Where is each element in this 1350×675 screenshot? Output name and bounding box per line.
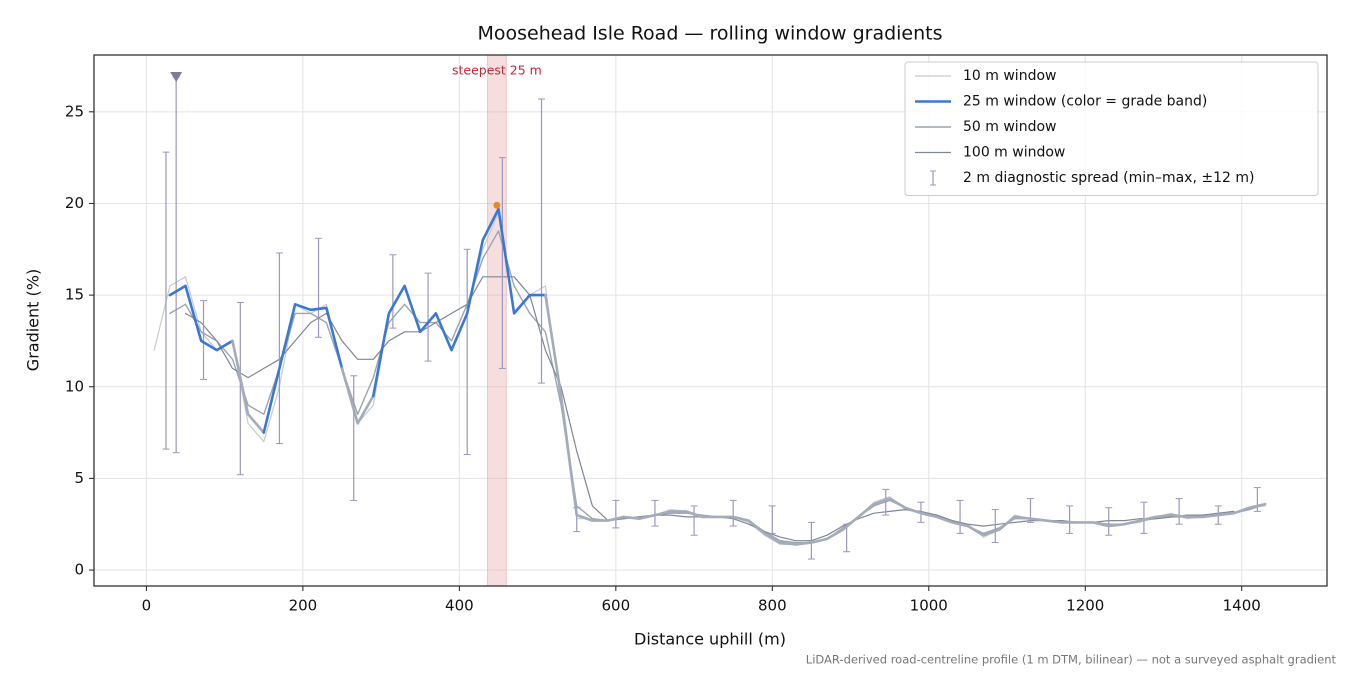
top-layer <box>168 207 1267 546</box>
steepest-peak <box>493 201 501 209</box>
legend: 10 m window 25 m window (color = grade ba… <box>904 61 1319 196</box>
x-tick-label: 600 <box>602 597 631 615</box>
line-series <box>544 293 1267 546</box>
x-tick-label: 1000 <box>910 597 948 615</box>
y-tick-label: 0 <box>74 561 84 579</box>
line-series <box>231 339 266 434</box>
y-tick-label: 5 <box>74 469 84 487</box>
line-series <box>340 367 375 425</box>
plot-frame <box>93 54 1328 587</box>
x-tick-label: 200 <box>289 597 318 615</box>
y-tick-label: 10 <box>65 377 84 395</box>
max-spread-marker <box>170 71 183 82</box>
footnote: LiDAR-derived road-centreline profile (1… <box>806 653 1337 667</box>
x-axis-label: Distance uphill (m) <box>634 630 786 649</box>
line-series <box>168 284 234 352</box>
line-series <box>372 207 547 398</box>
legend-label: 2 m diagnostic spread (min–max, ±12 m) <box>963 170 1254 186</box>
y-tick-label: 15 <box>65 286 84 304</box>
y-tick-label: 20 <box>65 194 84 212</box>
line-series <box>262 303 344 434</box>
x-tick-label: 1200 <box>1066 597 1104 615</box>
y-axis-label: Gradient (%) <box>24 269 43 371</box>
x-tick-label: 0 <box>142 597 152 615</box>
legend-label: 100 m window <box>963 145 1065 161</box>
legend-label: 25 m window (color = grade band) <box>963 94 1207 110</box>
x-tick-label: 1400 <box>1223 597 1261 615</box>
steepest-span <box>487 54 507 587</box>
x-tick-label: 800 <box>758 597 787 615</box>
y-tick-label: 25 <box>65 102 84 120</box>
chart-title: Moosehead Isle Road — rolling window gra… <box>477 23 942 45</box>
legend-box <box>904 61 1319 196</box>
steepest-label: steepest 25 m <box>452 63 542 78</box>
legend-label: 10 m window <box>963 68 1056 84</box>
x-tick-label: 400 <box>445 597 474 615</box>
errorbars <box>162 76 1261 560</box>
legend-label: 50 m window <box>963 119 1056 135</box>
